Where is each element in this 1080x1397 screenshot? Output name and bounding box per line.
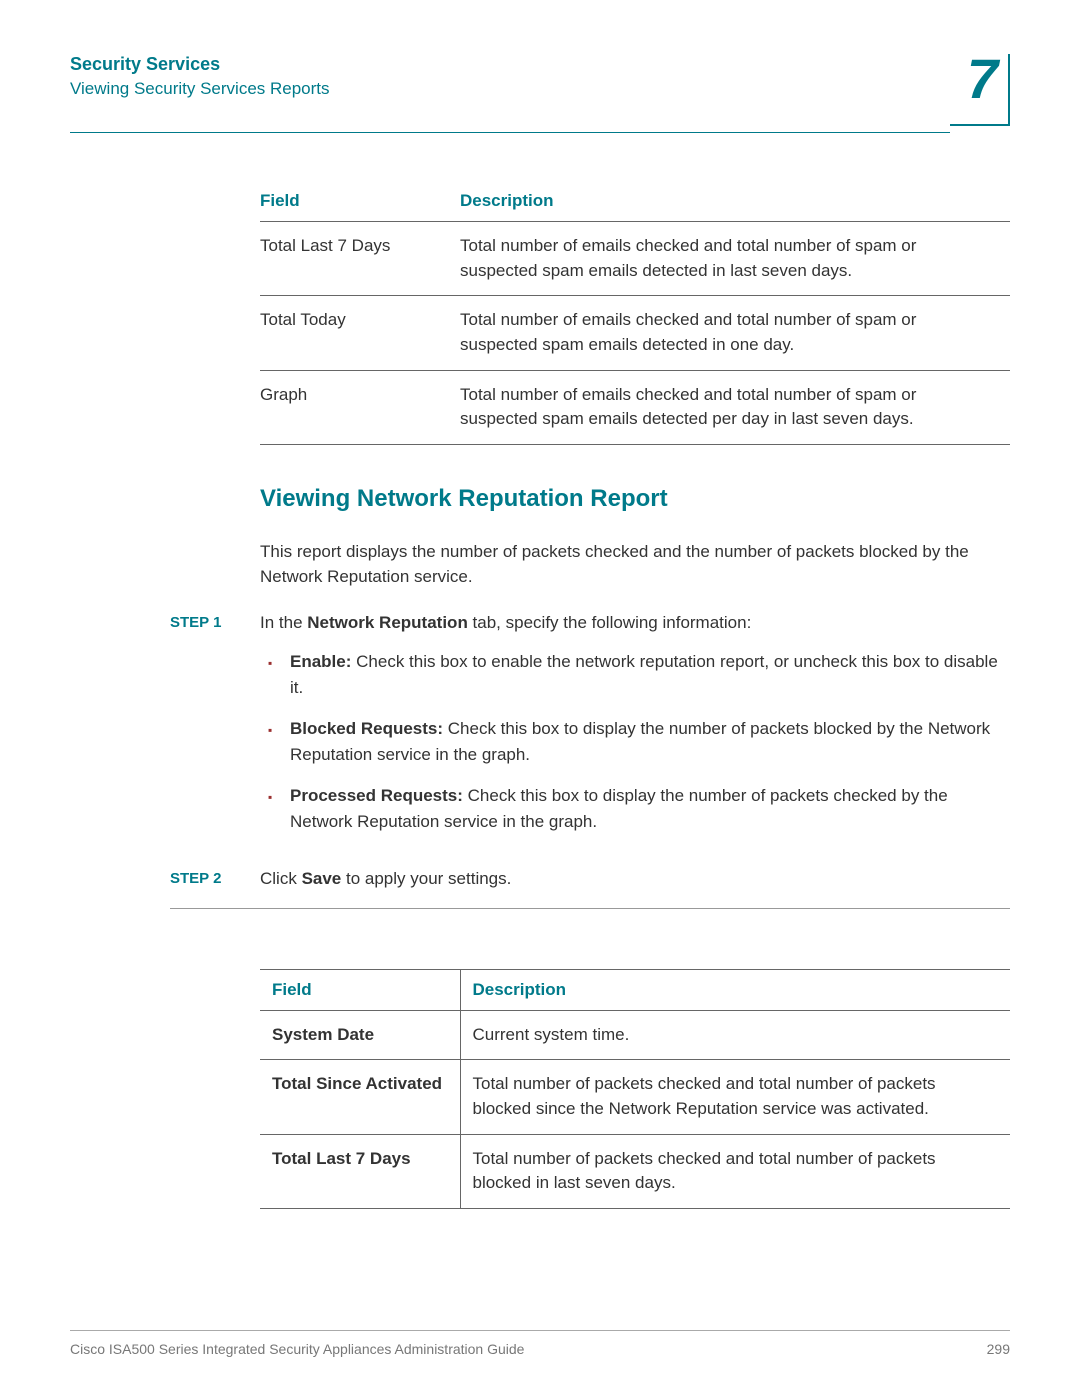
page-footer: Cisco ISA500 Series Integrated Security …: [70, 1330, 1010, 1357]
chapter-number-box: 7: [950, 54, 1010, 126]
table-header-row: Field Description: [260, 181, 1010, 222]
step-label: STEP 1: [170, 610, 260, 851]
table-row: Graph Total number of emails checked and…: [260, 370, 1010, 444]
step-text-prefix: In the: [260, 613, 307, 632]
th-field: Field: [260, 969, 460, 1010]
th-field: Field: [260, 181, 460, 222]
cell-field: System Date: [260, 1010, 460, 1060]
bullet-bold: Blocked Requests:: [290, 719, 443, 738]
step-text-suffix: to apply your settings.: [341, 869, 511, 888]
step-text-bold: Save: [302, 869, 342, 888]
cell-desc: Total number of emails checked and total…: [460, 222, 1010, 296]
chapter-number: 7: [967, 46, 998, 111]
step-2: STEP 2 Click Save to apply your settings…: [170, 866, 1010, 892]
bullet-bold: Processed Requests:: [290, 786, 463, 805]
cell-desc: Total number of packets checked and tota…: [460, 1134, 1010, 1208]
cell-field: Total Since Activated: [260, 1060, 460, 1134]
th-description: Description: [460, 181, 1010, 222]
chapter-title: Security Services: [70, 54, 950, 75]
section-heading: Viewing Network Reputation Report: [260, 485, 1010, 513]
bullet-bold: Enable:: [290, 652, 351, 671]
cell-desc: Total number of emails checked and total…: [460, 370, 1010, 444]
email-stats-table: Field Description Total Last 7 Days Tota…: [260, 181, 1010, 445]
table-row: System Date Current system time.: [260, 1010, 1010, 1060]
cell-desc: Total number of emails checked and total…: [460, 296, 1010, 370]
page-header: Security Services Viewing Security Servi…: [70, 54, 1010, 126]
cell-field: Total Last 7 Days: [260, 1134, 460, 1208]
step-divider: [170, 908, 1010, 909]
footer-doc-title: Cisco ISA500 Series Integrated Security …: [70, 1341, 524, 1357]
step-text-suffix: tab, specify the following information:: [468, 613, 751, 632]
table-row: Total Last 7 Days Total number of packet…: [260, 1134, 1010, 1208]
cell-field: Total Last 7 Days: [260, 222, 460, 296]
network-rep-table: Field Description System Date Current sy…: [260, 969, 1010, 1209]
cell-field: Total Today: [260, 296, 460, 370]
table-header-row: Field Description: [260, 969, 1010, 1010]
step-1-bullets: Enable: Check this box to enable the net…: [260, 649, 1010, 834]
bullet-item: Processed Requests: Check this box to di…: [290, 783, 1010, 834]
step-label: STEP 2: [170, 866, 260, 892]
step-text-prefix: Click: [260, 869, 302, 888]
bullet-rest: Check this box to enable the network rep…: [290, 652, 998, 697]
table-row: Total Today Total number of emails check…: [260, 296, 1010, 370]
cell-desc: Total number of packets checked and tota…: [460, 1060, 1010, 1134]
section-intro: This report displays the number of packe…: [260, 539, 1010, 590]
th-description: Description: [460, 969, 1010, 1010]
step-1: STEP 1 In the Network Reputation tab, sp…: [170, 610, 1010, 851]
cell-field: Graph: [260, 370, 460, 444]
cell-desc: Current system time.: [460, 1010, 1010, 1060]
bullet-item: Enable: Check this box to enable the net…: [290, 649, 1010, 700]
bullet-item: Blocked Requests: Check this box to disp…: [290, 716, 1010, 767]
step-text-bold: Network Reputation: [307, 613, 468, 632]
table-row: Total Since Activated Total number of pa…: [260, 1060, 1010, 1134]
footer-page-number: 299: [987, 1341, 1010, 1357]
table-row: Total Last 7 Days Total number of emails…: [260, 222, 1010, 296]
header-rule: [70, 132, 950, 133]
breadcrumb: Viewing Security Services Reports: [70, 79, 950, 99]
